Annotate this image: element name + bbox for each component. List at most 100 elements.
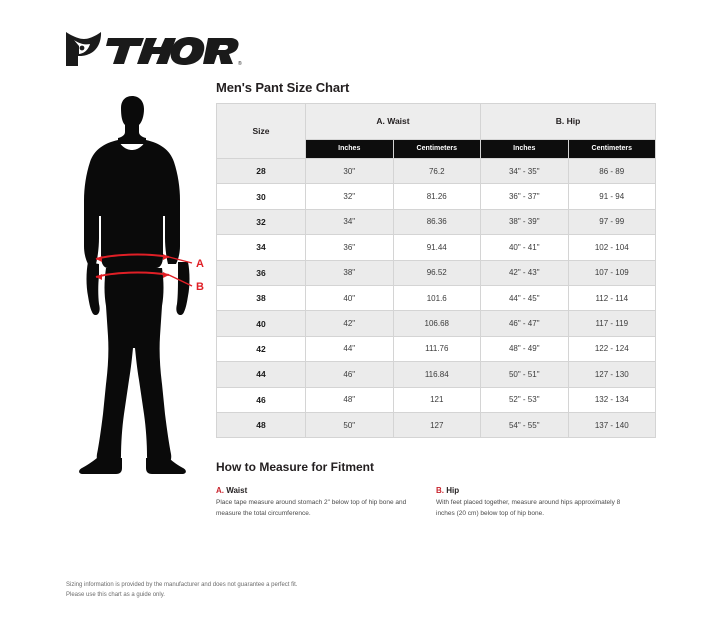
cell-hip_cm: 117 - 119 <box>567 310 656 337</box>
table-row: 32 34" 86.36 38" - 39" 97 - 99 <box>216 208 656 236</box>
cell-waist_in: 46" <box>305 361 394 388</box>
disclaimer-line-2: Please use this chart as a guide only. <box>66 592 165 599</box>
measure-item-waist: A. Waist Place tape measure around stoma… <box>216 486 436 519</box>
cell-hip_cm: 107 - 109 <box>567 259 656 286</box>
cell-size: 30 <box>216 183 306 210</box>
cell-size: 46 <box>216 386 306 413</box>
waist-measure-line <box>95 253 193 264</box>
header-row-groups: Size A. Waist B. Hip <box>216 103 656 159</box>
body-measurement-figure: A B <box>74 96 216 478</box>
table-row: 42 44" 111.76 48" - 49" 122 - 124 <box>216 335 656 363</box>
cell-hip_in: 44" - 45" <box>480 284 569 312</box>
cell-hip_in: 38" - 39" <box>480 208 569 236</box>
table-row: 46 48" 121 52" - 53" 132 - 134 <box>216 386 656 413</box>
header-waist-inches: Inches <box>305 138 394 160</box>
cell-size: 34 <box>216 234 306 261</box>
figure-label-a: A <box>196 258 204 270</box>
cell-waist_in: 44" <box>305 335 394 363</box>
page-title: Men's Pant Size Chart <box>216 80 350 95</box>
table-row: 34 36" 91.44 40" - 41" 102 - 104 <box>216 234 656 261</box>
how-to-measure-section: How to Measure for Fitment A. Waist Plac… <box>216 460 656 519</box>
cell-waist_cm: 86.36 <box>392 208 481 236</box>
cell-hip_cm: 122 - 124 <box>567 335 656 363</box>
cell-waist_in: 30" <box>305 157 394 185</box>
cell-hip_in: 46" - 47" <box>480 310 569 337</box>
measure-letter-a: A. <box>216 486 224 496</box>
table-body: 28 30" 76.2 34" - 35" 86 - 89 30 32" 81.26 36" -… <box>216 157 656 439</box>
measure-item-hip-body: With feet placed together, measure aroun… <box>436 499 621 518</box>
cell-hip_cm: 97 - 99 <box>567 208 656 236</box>
svg-text:®: ® <box>238 60 242 67</box>
cell-waist_in: 50" <box>305 411 394 439</box>
cell-waist_cm: 111.76 <box>392 335 481 363</box>
brand-logo: ® <box>62 26 242 70</box>
cell-waist_cm: 127 <box>392 411 481 439</box>
cell-hip_cm: 112 - 114 <box>567 284 656 312</box>
cell-hip_cm: 86 - 89 <box>567 157 656 185</box>
measure-item-waist-body: Place tape measure around stomach 2" bel… <box>216 499 407 518</box>
header-hip-inches: Inches <box>480 138 569 160</box>
cell-hip_in: 36" - 37" <box>480 183 569 210</box>
cell-waist_in: 38" <box>305 259 394 286</box>
cell-size: 38 <box>216 284 306 312</box>
cell-waist_in: 36" <box>305 234 394 261</box>
cell-hip_cm: 137 - 140 <box>567 411 656 439</box>
cell-size: 42 <box>216 335 306 363</box>
cell-waist_cm: 96.52 <box>392 259 481 286</box>
cell-hip_in: 54" - 55" <box>480 411 569 439</box>
header-row-units: Inches Centimeters Inches Centimeters <box>217 138 656 160</box>
cell-hip_in: 52" - 53" <box>480 386 569 413</box>
cell-waist_cm: 101.6 <box>392 284 481 312</box>
cell-size: 36 <box>216 259 306 286</box>
disclaimer-line-1: Sizing information is provided by the ma… <box>66 582 298 588</box>
table-row: 36 38" 96.52 42" - 43" 107 - 109 <box>216 259 656 286</box>
header-hip-centimeters: Centimeters <box>567 138 656 160</box>
chart-content: Men's Pant Size Chart Size A. Waist B. H… <box>216 80 656 520</box>
table-row: 44 46" 116.84 50" - 51" 127 - 130 <box>216 361 656 388</box>
cell-size: 44 <box>216 361 306 388</box>
cell-hip_cm: 127 - 130 <box>567 361 656 388</box>
how-to-measure-title: How to Measure for Fitment <box>216 460 375 475</box>
figure-label-b: B <box>196 281 204 293</box>
measure-item-waist-heading: A. Waist <box>216 486 436 495</box>
header-group-hip: B. Hip <box>480 103 656 140</box>
cell-hip_in: 34" - 35" <box>480 157 569 185</box>
measure-name-hip: Hip <box>444 486 460 496</box>
measure-letter-b: B. <box>436 486 444 496</box>
cell-size: 32 <box>216 208 306 236</box>
table-header: Size A. Waist B. Hip Inches Centimeters … <box>216 103 656 160</box>
table-row: 30 32" 81.26 36" - 37" 91 - 94 <box>216 183 656 210</box>
cell-hip_cm: 132 - 134 <box>567 386 656 413</box>
cell-hip_in: 40" - 41" <box>480 234 569 261</box>
male-silhouette-icon: A B <box>79 96 204 474</box>
disclaimer: Sizing information is provided by the ma… <box>66 580 297 600</box>
cell-hip_cm: 91 - 94 <box>567 183 656 210</box>
hip-measure-line <box>95 271 193 287</box>
size-chart-table: Size A. Waist B. Hip Inches Centimeters … <box>216 103 656 439</box>
measure-item-hip-heading: B. Hip <box>436 486 656 495</box>
thor-helmet-icon: ® <box>66 32 242 67</box>
cell-hip_cm: 102 - 104 <box>567 234 656 261</box>
cell-waist_in: 42" <box>305 310 394 337</box>
cell-waist_cm: 81.26 <box>392 183 481 210</box>
cell-waist_in: 32" <box>305 183 394 210</box>
cell-waist_in: 48" <box>305 386 394 413</box>
table-row: 48 50" 127 54" - 55" 137 - 140 <box>216 411 656 439</box>
cell-waist_in: 34" <box>305 208 394 236</box>
cell-waist_in: 40" <box>305 284 394 312</box>
table-row: 28 30" 76.2 34" - 35" 86 - 89 <box>216 157 656 185</box>
cell-waist_cm: 116.84 <box>392 361 481 388</box>
cell-size: 40 <box>216 310 306 337</box>
cell-size: 28 <box>216 157 306 185</box>
header-waist-centimeters: Centimeters <box>392 138 481 160</box>
cell-waist_cm: 76.2 <box>392 157 481 185</box>
cell-size: 48 <box>216 411 306 439</box>
table-row: 38 40" 101.6 44" - 45" 112 - 114 <box>216 284 656 312</box>
cell-waist_cm: 121 <box>392 386 481 413</box>
header-size: Size <box>216 103 306 159</box>
cell-waist_cm: 91.44 <box>392 234 481 261</box>
cell-waist_cm: 106.68 <box>392 310 481 337</box>
measure-name-waist: Waist <box>224 486 248 496</box>
measure-item-hip: B. Hip With feet placed together, measur… <box>436 486 656 519</box>
cell-hip_in: 42" - 43" <box>480 259 569 286</box>
